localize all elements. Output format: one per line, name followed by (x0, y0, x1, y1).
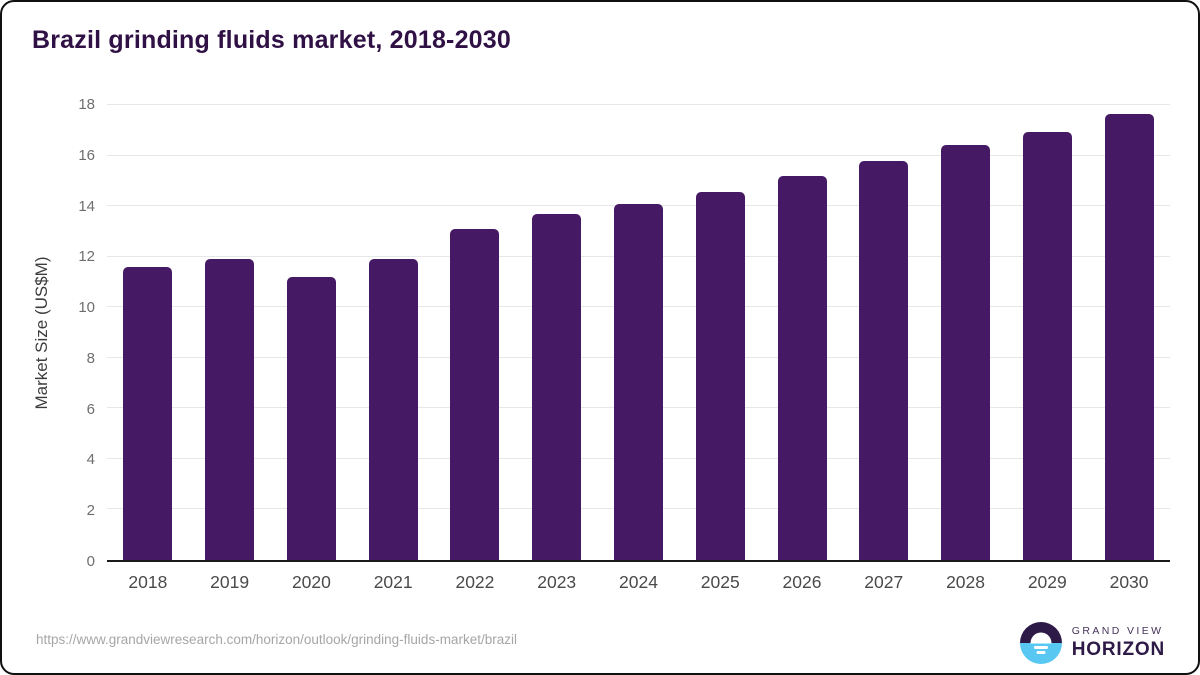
bar-2018[interactable] (123, 266, 173, 560)
bar-2024[interactable] (613, 203, 663, 560)
brand-logo: GRAND VIEW HORIZON (1019, 622, 1165, 664)
y-axis-ticks: 0 2 4 6 8 10 12 14 16 18 (2, 97, 95, 570)
logo-sun-icon (1030, 632, 1052, 643)
x-tick-label-2024: 2024 (619, 572, 658, 592)
y-tick-label-2: 2 (86, 502, 95, 520)
x-axis-labels: 2018 2019 2020 2021 2022 2023 2024 2025 2026 2027… (107, 572, 1170, 593)
brand-name-top: GRAND VIEW (1071, 625, 1164, 637)
bar-2023[interactable] (532, 213, 582, 560)
logo-reflection-line (1033, 646, 1048, 649)
x-tick-label-2028: 2028 (946, 572, 985, 592)
brand-name-bottom: HORIZON (1071, 639, 1165, 660)
y-tick-label-14: 14 (78, 197, 95, 215)
bar-series (107, 105, 1170, 560)
x-tick-label-2027: 2027 (864, 572, 904, 592)
x-tick-label-2020: 2020 (291, 572, 331, 592)
y-tick-label-10: 10 (78, 299, 95, 317)
y-tick-label-0: 0 (86, 553, 95, 570)
bar-slot-2019 (189, 105, 271, 560)
y-tick-label-12: 12 (78, 248, 95, 266)
bar-slot-2023 (516, 105, 598, 560)
gridline-18 (107, 104, 1170, 105)
bar-2022[interactable] (450, 228, 500, 560)
bar-2026[interactable] (777, 175, 827, 560)
x-tick-label-2023: 2023 (537, 572, 577, 592)
bar-slot-2024 (598, 105, 680, 560)
plot-area (107, 104, 1170, 562)
y-tick-label-8: 8 (86, 349, 95, 367)
source-url: https://www.grandviewresearch.com/horizo… (36, 632, 517, 647)
bar-2029[interactable] (1022, 131, 1072, 560)
bar-slot-2020 (271, 105, 353, 560)
bar-2021[interactable] (368, 259, 418, 560)
x-tick-label-2030: 2030 (1109, 572, 1149, 592)
x-tick-label-2029: 2029 (1027, 572, 1067, 592)
bar-2027[interactable] (859, 160, 909, 560)
x-tick-label-2021: 2021 (373, 572, 413, 592)
bar-slot-2018 (107, 105, 189, 560)
x-tick-label-2019: 2019 (210, 572, 250, 592)
bar-2025[interactable] (695, 192, 745, 560)
bar-slot-2029 (1006, 105, 1088, 560)
grand-view-horizon-logo-icon (1019, 622, 1062, 664)
bar-2020[interactable] (286, 276, 336, 560)
bar-slot-2025 (679, 105, 761, 560)
chart-title: Brazil grinding fluids market, 2018-2030 (32, 26, 511, 54)
bar-2019[interactable] (205, 259, 255, 560)
x-tick-label-2022: 2022 (455, 572, 495, 592)
gridline-16 (107, 154, 1170, 156)
y-tick-label-6: 6 (86, 400, 95, 418)
bar-slot-2030 (1088, 105, 1170, 560)
bar-2030[interactable] (1104, 113, 1154, 560)
bar-slot-2021 (352, 105, 434, 560)
bar-slot-2026 (761, 105, 843, 560)
x-tick-label-2018: 2018 (128, 572, 168, 592)
bar-slot-2022 (434, 105, 516, 560)
x-tick-label-2026: 2026 (782, 572, 822, 592)
bar-2028[interactable] (941, 145, 991, 560)
bar-slot-2027 (843, 105, 925, 560)
brand-text: GRAND VIEW HORIZON (1072, 625, 1165, 661)
y-tick-label-16: 16 (78, 146, 95, 164)
logo-reflection-line (1036, 651, 1046, 654)
y-tick-label-18: 18 (78, 96, 95, 113)
y-tick-label-4: 4 (86, 451, 95, 469)
x-tick-label-2025: 2025 (700, 572, 740, 592)
bar-slot-2028 (925, 105, 1007, 560)
